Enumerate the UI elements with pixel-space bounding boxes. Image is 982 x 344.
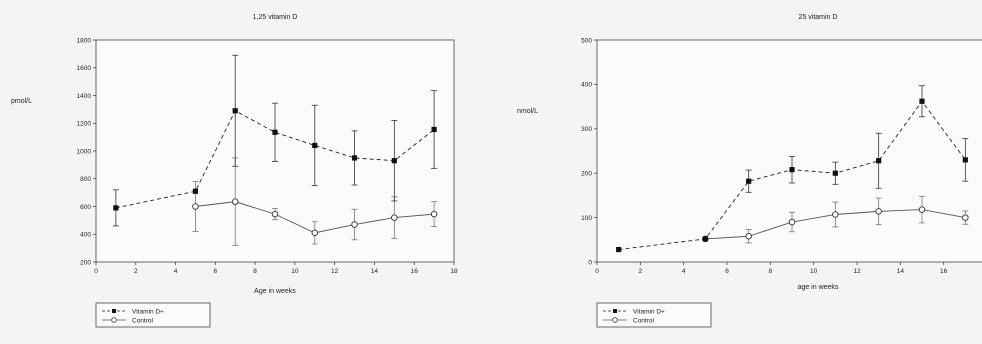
chart-2-point-vitamin-d-plus [832,170,838,176]
chart-2-x-tick-label: 12 [853,268,861,275]
chart-2-point-vitamin-d-plus [702,236,708,242]
chart-1-x-tick-label: 2 [134,268,138,275]
chart-1-legend-marker-control [111,317,117,323]
chart-1-x-tick-label: 16 [411,268,419,275]
chart-2-point-vitamin-d-plus [962,157,968,163]
chart-2-x-tick-label: 8 [769,268,773,275]
chart-1-y-tick-label: 800 [80,176,91,183]
chart-2-y-tick-label: 500 [581,37,592,44]
chart-1-point-control [430,210,438,218]
chart-1-x-ticks: 0 2 4 6 8 10 12 14 16 18 [94,262,458,275]
chart-2-point-control [832,211,839,218]
chart-2-y-ticks: 0 100 200 300 400 500 [581,37,597,266]
chart-2-y-tick-label: 0 [588,259,592,266]
chart-1-x-tick-label: 8 [253,268,257,275]
chart-1-point-vitamin-d-plus [232,108,238,114]
chart-2-legend-label-vitamin-d: Vitamin D+ [633,309,665,316]
chart-1-x-tick-label: 18 [450,268,458,275]
chart-1-y-tick-label: 200 [80,259,91,266]
chart-1-x-tick-label: 10 [291,268,299,275]
chart-1-y-label: pmol/L [11,98,32,105]
chart-2-point-vitamin-d-plus [616,246,622,253]
chart-1-point-vitamin-d-plus [351,155,358,161]
chart-2-x-tick-label: 6 [725,268,729,275]
chart-1-y-tick-label: 1800 [77,37,92,44]
chart-2-x-tick-label: 2 [639,268,643,275]
chart-1-series-control [192,157,438,246]
chart-2-x-tick-label: 14 [897,268,905,275]
chart-1-legend-label-vitamin-d: Vitamin D+ [132,309,164,316]
chart-2-y-tick-label: 200 [581,171,592,178]
chart-2-point-control [962,214,969,221]
chart-1-point-control [311,229,319,237]
chart-1-point-control [192,203,199,210]
chart-2-x-tick-label: 0 [595,268,599,275]
chart-25-vitamin-d: 25 vitamin D nmol/L age in weeks 0100200… [517,14,982,328]
chart-2-legend-label-control: Control [633,318,655,325]
chart-2-point-vitamin-d-plus [746,178,752,184]
chart-2-x-tick-label: 4 [682,268,686,275]
chart-1-point-vitamin-d-plus [192,188,199,194]
chart-2-x-label: age in weeks [798,284,839,291]
chart-1-legend: Vitamin D+ Control [95,302,211,328]
chart-1-point-vitamin-d-plus [113,205,119,211]
chart-2-y-tick-label: 300 [581,126,592,133]
chart-1-point-vitamin-d-plus [431,126,437,133]
chart-1-legend-box [95,302,211,328]
chart-2-legend-box [596,302,712,328]
chart-2-x-ticks: 0 2 4 6 8 10 12 14 16 [595,262,948,275]
chart-2-point-vitamin-d-plus [919,98,925,104]
chart-2-point-control [918,206,926,213]
chart-2-title: 25 vitamin D [799,14,838,21]
chart-1-x-label: Age in weeks [254,288,296,295]
chart-1-point-control [391,214,398,221]
chart-1-y-ticks: 200 400 600 800 1000 1200 1400 1600 1800 [77,37,96,266]
chart-1-25-vitamin-d: 1,25 vitamin D pmol/L Age in weeks 20040… [11,14,458,328]
chart-1-y-tick-label: 1400 [77,93,92,100]
chart-1-x-tick-label: 4 [174,268,178,275]
chart-2-legend-marker-vitamin-d [613,309,617,313]
chart-2-y-tick-label: 400 [581,82,592,89]
chart-1-point-vitamin-d-plus [272,129,278,135]
chart-1-y-tick-label: 1000 [77,148,92,155]
chart-2-line-vitamin-d-plus [618,100,966,251]
chart-1-legend-label-control: Control [132,318,154,325]
chart-1-point-control [351,221,358,228]
chart-2-legend-marker-control [612,317,618,323]
chart-1-y-tick-label: 1200 [77,121,92,128]
chart-2-point-control [875,208,882,215]
chart-2-x-tick-label: 10 [810,268,818,275]
chart-1-point-vitamin-d-plus [312,142,318,149]
chart-1-y-tick-label: 400 [80,232,91,239]
chart-1-title: 1,25 vitamin D [253,14,298,21]
chart-2-point-control [745,232,752,240]
chart-1-legend-marker-vitamin-d [112,309,116,313]
chart-1-x-tick-label: 6 [214,268,218,275]
chart-1-point-control [231,198,239,205]
chart-1-point-control [271,210,279,218]
chart-1-x-tick-label: 12 [331,268,339,275]
chart-2-y-tick-label: 100 [581,215,592,222]
chart-1-y-tick-label: 600 [80,204,91,211]
chart-2-legend: Vitamin D+ Control [596,302,712,328]
chart-2-y-label: nmol/L [517,108,538,115]
chart-1-y-tick-label: 1600 [77,65,92,72]
chart-2-point-control [788,218,796,226]
chart-2-point-vitamin-d-plus [789,167,795,173]
chart-1-point-vitamin-d-plus [391,158,397,164]
chart-2-x-tick-label: 16 [940,268,948,275]
chart-2-point-vitamin-d-plus [876,158,882,164]
chart-2-series-vitamin-d-plus [616,85,969,253]
chart-2-plot-area [596,39,982,263]
chart-1-series-vitamin-d-plus [112,54,438,227]
chart-1-x-tick-label: 0 [94,268,98,275]
chart-1-x-tick-label: 14 [371,268,379,275]
